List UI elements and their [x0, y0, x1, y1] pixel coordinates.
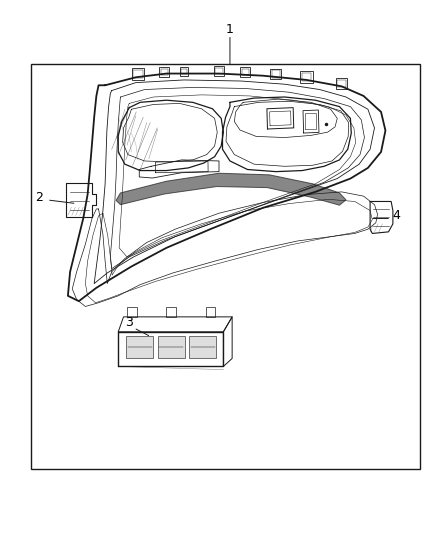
- Bar: [127, 307, 137, 317]
- Text: 1: 1: [226, 23, 234, 36]
- Bar: [336, 78, 347, 89]
- Bar: [206, 307, 215, 317]
- Bar: [271, 69, 281, 79]
- Bar: [189, 336, 216, 358]
- Bar: [166, 307, 176, 317]
- Bar: [161, 69, 168, 75]
- Bar: [181, 69, 187, 74]
- Bar: [214, 66, 224, 76]
- Polygon shape: [116, 173, 346, 205]
- Text: 2: 2: [35, 191, 43, 204]
- Bar: [242, 69, 249, 75]
- Bar: [132, 68, 144, 79]
- Bar: [300, 71, 313, 83]
- Text: 4: 4: [392, 209, 400, 222]
- Bar: [126, 336, 153, 358]
- Bar: [215, 68, 223, 74]
- Bar: [302, 72, 311, 81]
- Bar: [159, 67, 169, 77]
- Bar: [133, 69, 143, 78]
- Bar: [31, 64, 420, 469]
- Bar: [338, 80, 346, 87]
- Bar: [272, 70, 280, 78]
- Bar: [240, 67, 250, 77]
- Bar: [158, 336, 185, 358]
- Bar: [180, 67, 188, 76]
- Text: 3: 3: [125, 316, 133, 329]
